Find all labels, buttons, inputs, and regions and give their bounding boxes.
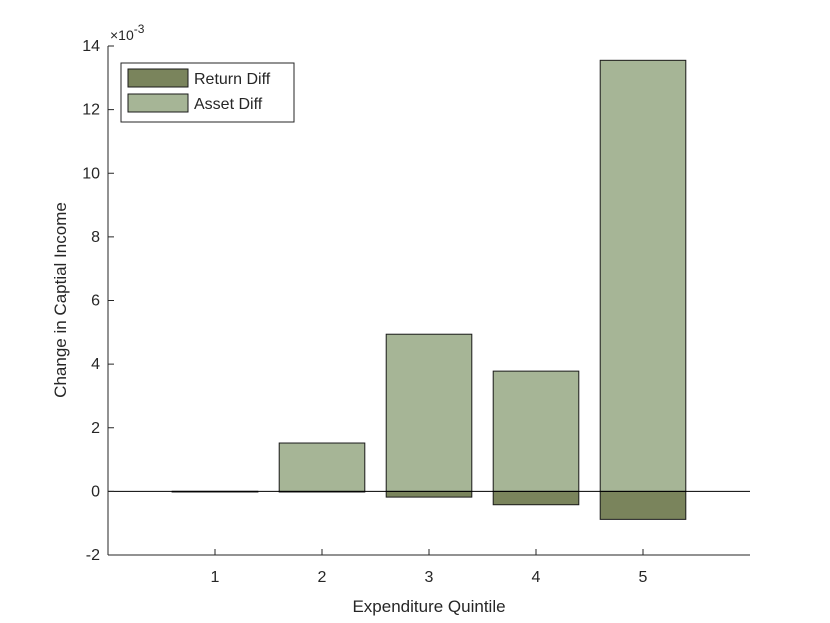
x-tick-label: 4 bbox=[532, 569, 541, 586]
y-tick-label: 12 bbox=[82, 102, 100, 119]
y-tick-label: 10 bbox=[82, 165, 100, 182]
bar-asset-diff-5 bbox=[599, 59, 687, 492]
x-axis-label: Expenditure Quintile bbox=[352, 597, 505, 616]
bar-asset-diff-3 bbox=[385, 333, 473, 492]
y-tick-label: 4 bbox=[91, 356, 100, 373]
bar-asset-diff-2 bbox=[278, 442, 366, 492]
bars-group bbox=[171, 59, 687, 520]
legend-label: Asset Diff bbox=[194, 96, 263, 113]
y-axis-label: Change in Captial Income bbox=[51, 202, 70, 398]
exponent-power: -3 bbox=[134, 22, 145, 36]
x-tick-label: 5 bbox=[639, 569, 648, 586]
y-tick-label: -2 bbox=[86, 547, 100, 564]
y-exponent-label: ×10-3 bbox=[110, 22, 145, 43]
y-tick-label: 6 bbox=[91, 293, 100, 310]
exponent-base: ×10 bbox=[110, 27, 134, 43]
legend-swatch bbox=[127, 68, 189, 88]
legend-label: Return Diff bbox=[194, 71, 271, 88]
x-tick-label: 2 bbox=[318, 569, 327, 586]
y-tick-label: 2 bbox=[91, 420, 100, 437]
y-tick-label: 8 bbox=[91, 229, 100, 246]
y-tick-label: 14 bbox=[82, 38, 100, 55]
y-tick-label: 0 bbox=[91, 483, 100, 500]
legend: Return Diff Asset Diff bbox=[120, 62, 295, 123]
bar-asset-diff-4 bbox=[492, 370, 580, 492]
legend-swatch bbox=[127, 93, 189, 113]
x-tick-label: 3 bbox=[425, 569, 434, 586]
bar-return-diff-5 bbox=[599, 490, 687, 520]
bar-return-diff-3 bbox=[385, 490, 473, 498]
bar-return-diff-4 bbox=[492, 490, 580, 506]
x-tick-label: 1 bbox=[211, 569, 220, 586]
